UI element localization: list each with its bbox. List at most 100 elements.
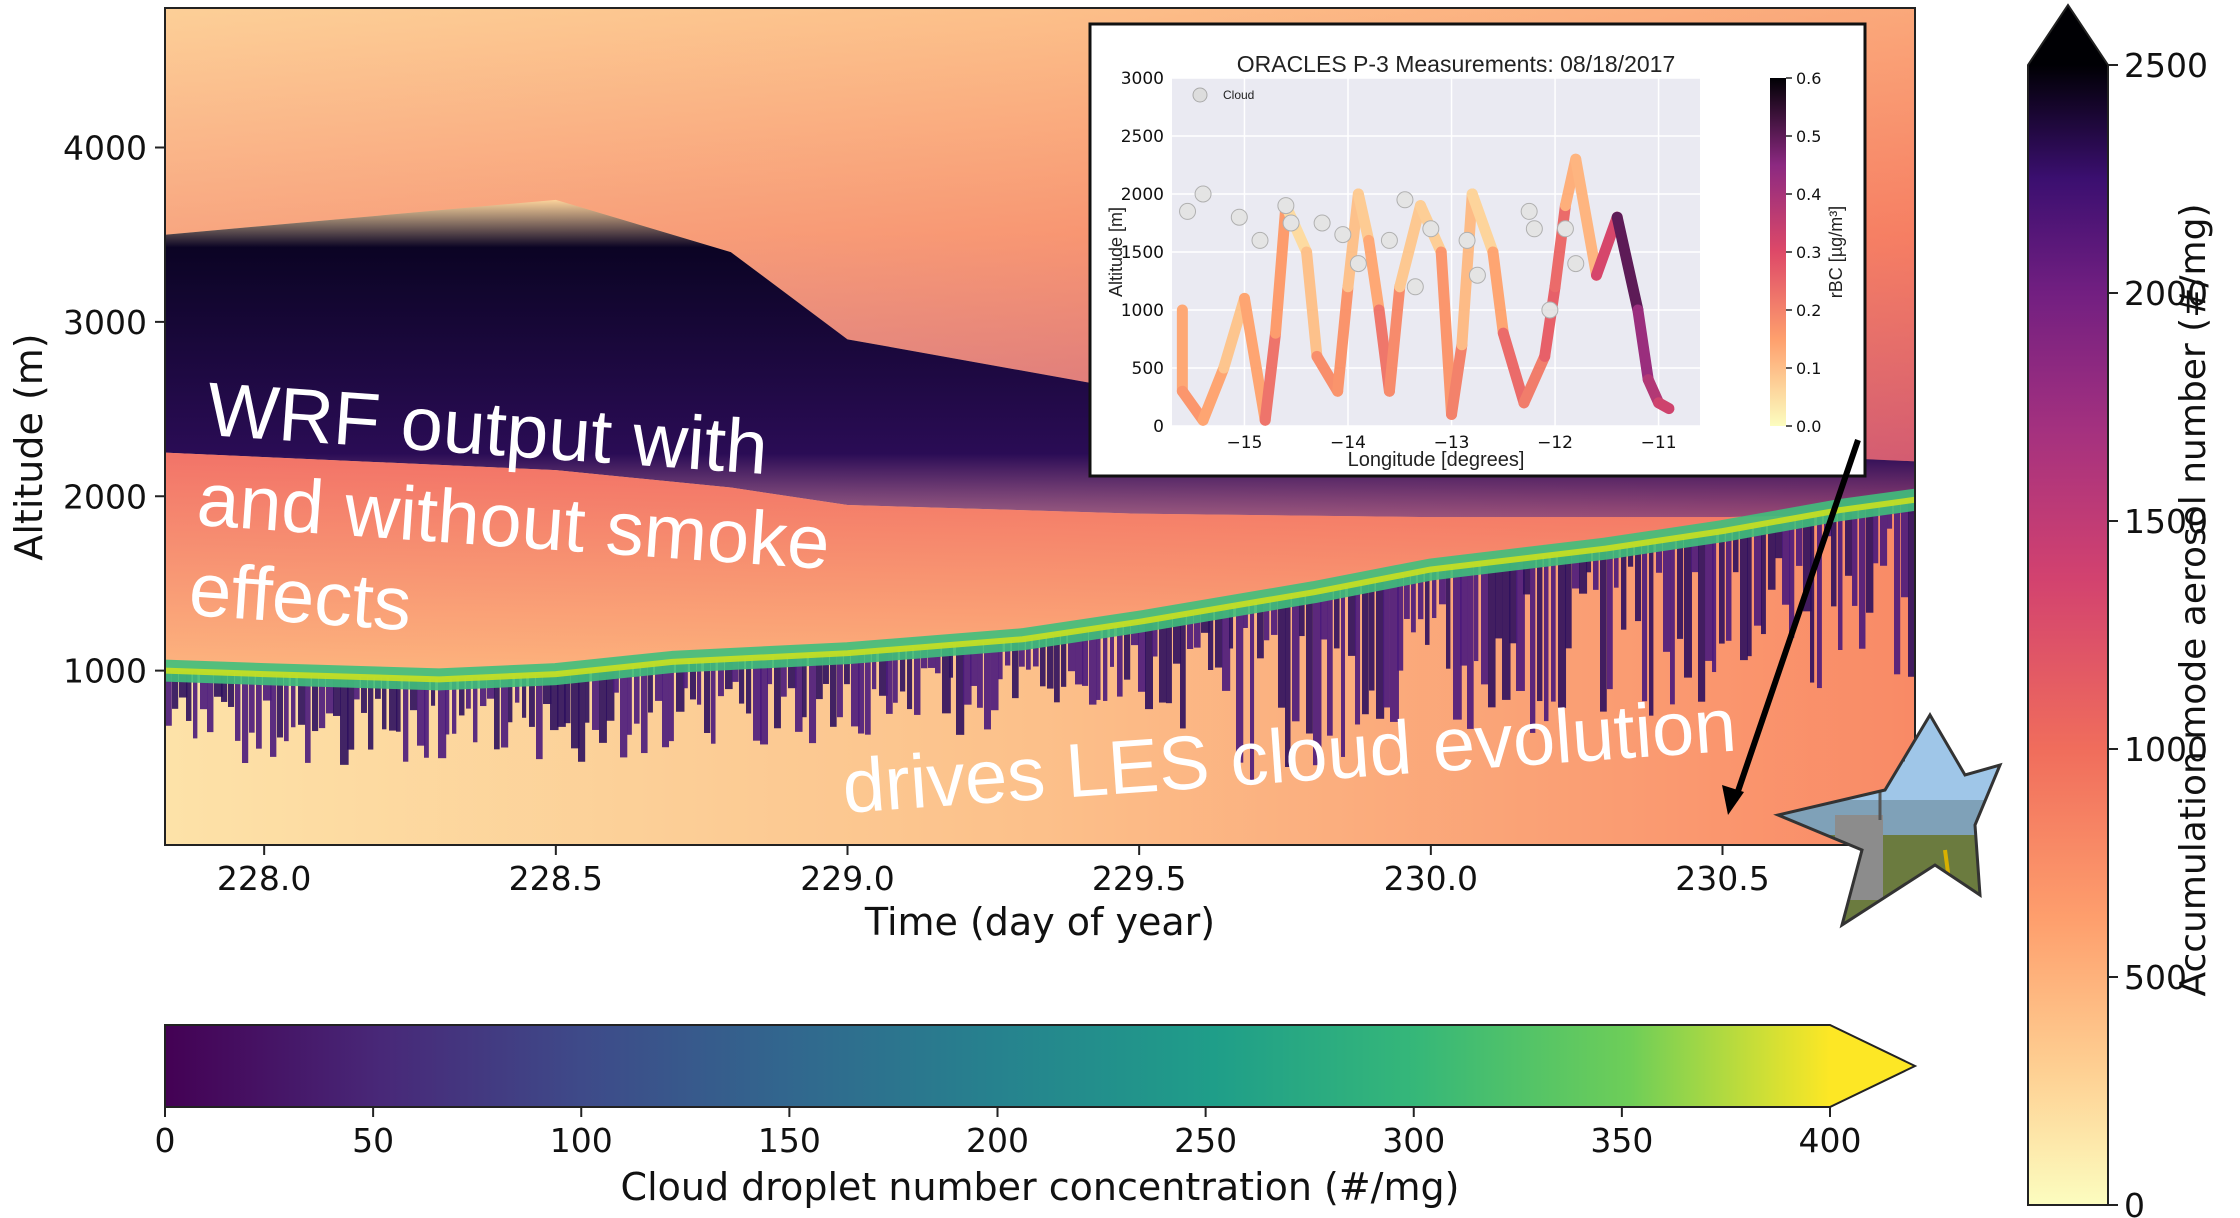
cloud-column [1257,601,1264,659]
cloud-column [641,665,648,754]
cloud-column [1201,611,1210,633]
cloud-column [508,676,513,723]
flight-track-segment [1632,304,1654,386]
cloud-column [1292,595,1300,722]
cloud-column [179,671,188,698]
cloud-column [214,672,223,697]
cloud-column [221,672,228,702]
inset-y-tick-label: 500 [1132,359,1164,379]
cloud-column [1124,624,1131,680]
droplet-colorbar-label: Cloud droplet number concentration (#/mg… [621,1165,1460,1209]
cloud-column [1082,630,1089,686]
flight-track-segment [1487,246,1509,339]
cloud-column [781,656,787,697]
cloud-column [1243,604,1248,628]
cloud-column [613,668,619,693]
cloud-column [1803,516,1812,612]
cloud-column [1229,606,1234,649]
cloud-column [1600,549,1607,712]
cloud-column [669,662,674,742]
y-tick-label: 1000 [63,652,147,691]
flight-track-segment [1611,211,1644,316]
cloud-point [1179,202,1197,220]
wrf-annotation-line-3: effects [186,547,415,648]
cloud-column [984,642,991,730]
cloud-point [1525,220,1543,238]
cloud-column [837,653,843,718]
cloud-column [1621,546,1627,630]
cloud-column [620,667,628,758]
inset-colorbar-tick-label: 0.3 [1796,243,1821,262]
cloud-column [445,679,450,735]
cloud-column [1313,592,1322,766]
flight-track-segment [1539,281,1561,362]
cloud-column [382,677,387,730]
cloud-column [1754,525,1762,626]
cloud-column [571,672,580,749]
cloud-column [1810,515,1815,683]
inset-colorbar [1770,78,1786,426]
cloud-column [1572,552,1580,589]
cloud-column [1040,636,1046,687]
cloud-column [1880,504,1888,566]
cloud-column [1271,599,1278,635]
main-plot-frame [164,7,1916,846]
cloud-column [1747,526,1752,657]
cloud-column [977,642,983,708]
cloud-column [1320,591,1328,640]
cloud-column [284,674,289,742]
cloud-column [1376,580,1385,719]
x-tick-label: 228.0 [217,859,311,898]
cloud-column [1236,605,1244,763]
cloud-column [1012,640,1019,699]
cloud-column [207,672,214,733]
cloud-column [1614,547,1619,588]
aerosol-colorbar-tick-label: 0 [2124,1186,2145,1218]
cloud-column [1495,561,1503,639]
cloud-column [228,672,235,707]
inset-x-tick-label: −13 [1434,433,1470,453]
cloud-point [1556,220,1574,238]
cloud-column [704,660,711,733]
cloud-column [1663,540,1671,652]
cloud-column [1138,621,1146,692]
cloud-column [1432,569,1437,619]
colorbar-extend-triangle [2028,5,2108,65]
cloud-column [1019,639,1025,667]
cloud-column [410,678,418,711]
cloud-point [1349,255,1367,273]
flight-track-segment [1549,200,1571,293]
cloud-column [564,673,571,724]
cloud-column [256,673,262,749]
cloud-column [907,648,913,710]
cloud-column [774,656,781,729]
cloud-column [480,677,487,707]
cloud-column [1509,560,1518,644]
cloud-column [1537,556,1543,702]
cloud-column [543,674,552,705]
cloud-column [1558,554,1567,708]
cloud-column [1670,538,1675,705]
cloud-column [718,659,724,697]
inset-colorbar-label: rBC [µg/m³] [1826,206,1846,298]
cloud-column [1222,607,1231,691]
cloud-column [1635,544,1642,622]
annotation-arrow [1732,439,1861,801]
x-tick-label: 229.0 [800,859,894,898]
cloud-column [1327,589,1333,736]
cloud-column [354,676,360,700]
inset-legend-marker [1192,87,1208,103]
cloud-column [550,674,559,731]
cloud-column [1390,577,1399,722]
cloud-column [1502,560,1511,700]
cloud-column [1096,628,1101,700]
cloud-column [1194,612,1201,648]
cloud-column [942,645,951,714]
cloud-column [235,673,241,741]
cloud-column [1593,550,1599,590]
cloud-column [795,655,803,732]
cloud-column [851,652,860,727]
cloud-column [1383,578,1390,708]
droplet-colorbar-tick-label: 400 [1799,1121,1862,1160]
